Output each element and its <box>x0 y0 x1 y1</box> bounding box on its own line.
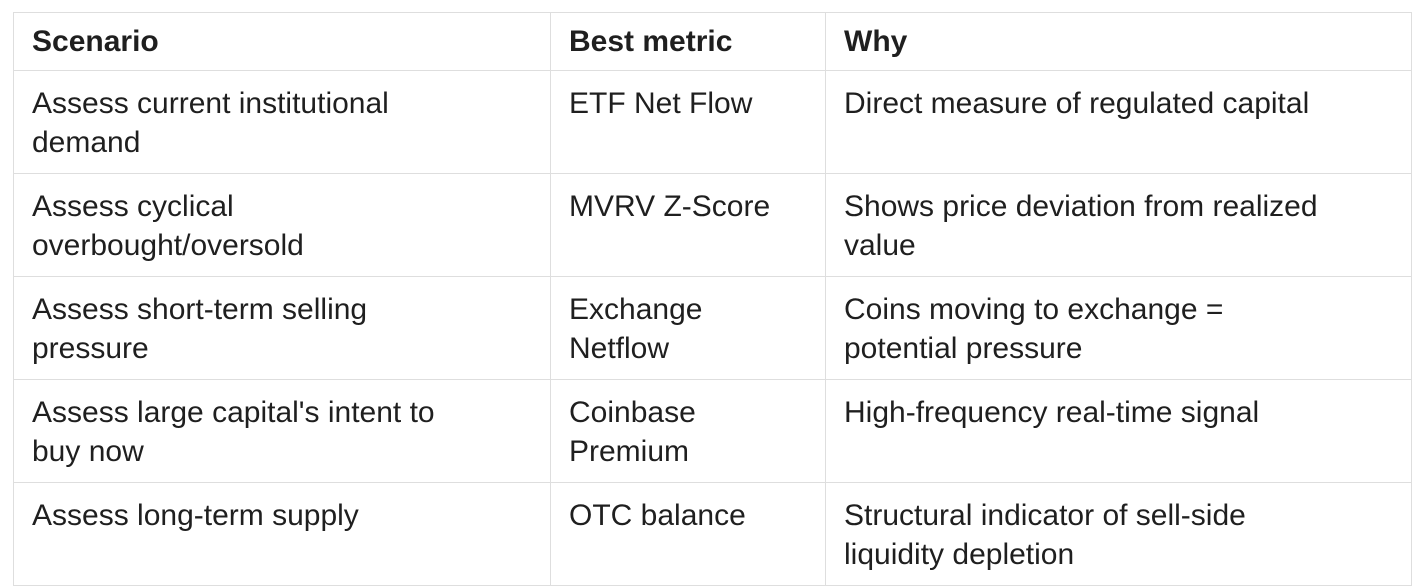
why-cell: Shows price deviation from realized valu… <box>825 173 1412 277</box>
column-header-label: Why <box>844 25 908 58</box>
table-row: Assess large capital's intent to buy now… <box>13 379 1412 483</box>
scenario-text: Assess large capital's intent to buy now <box>32 396 435 468</box>
why-cell: Direct measure of regulated capital <box>825 70 1412 174</box>
metric-text: MVRV Z-Score <box>569 190 771 223</box>
why-cell: High-frequency real-time signal <box>825 379 1412 483</box>
why-text: Direct measure of regulated capital <box>844 87 1310 120</box>
why-cell: Structural indicator of sell-side liquid… <box>825 482 1412 586</box>
scenario-text: Assess short-term selling pressure <box>32 293 368 365</box>
table-row: Assess current institutional demand ETF … <box>13 70 1412 174</box>
scenario-text: Assess current institutional demand <box>32 87 389 159</box>
table-body: Assess current institutional demand ETF … <box>13 70 1412 586</box>
scenario-cell: Assess short-term selling pressure <box>13 276 551 380</box>
scenario-cell: Assess cyclical overbought/oversold <box>13 173 551 277</box>
why-text: Shows price deviation from realized valu… <box>844 190 1318 262</box>
metrics-comparison-table: Scenario Best metric Why Assess current … <box>13 12 1412 586</box>
why-text: Structural indicator of sell-side liquid… <box>844 499 1246 571</box>
why-cell: Coins moving to exchange = potential pre… <box>825 276 1412 380</box>
metric-cell: Coinbase Premium <box>550 379 826 483</box>
scenario-text: Assess cyclical overbought/oversold <box>32 190 304 262</box>
table-header: Scenario Best metric Why <box>13 12 1412 71</box>
column-header-label: Best metric <box>569 25 733 58</box>
metric-cell: OTC balance <box>550 482 826 586</box>
table-row: Assess short-term selling pressure Excha… <box>13 276 1412 380</box>
column-header-why: Why <box>825 12 1412 71</box>
header-row: Scenario Best metric Why <box>13 12 1412 71</box>
scenario-cell: Assess long-term supply <box>13 482 551 586</box>
metric-text: ETF Net Flow <box>569 87 753 120</box>
why-text: Coins moving to exchange = potential pre… <box>844 293 1224 365</box>
column-header-label: Scenario <box>32 25 159 58</box>
metric-cell: Exchange Netflow <box>550 276 826 380</box>
metric-text: Exchange Netflow <box>569 293 703 365</box>
scenario-cell: Assess large capital's intent to buy now <box>13 379 551 483</box>
metric-cell: MVRV Z-Score <box>550 173 826 277</box>
metric-cell: ETF Net Flow <box>550 70 826 174</box>
column-header-best-metric: Best metric <box>550 12 826 71</box>
metric-text: Coinbase Premium <box>569 396 696 468</box>
column-header-scenario: Scenario <box>13 12 551 71</box>
scenario-cell: Assess current institutional demand <box>13 70 551 174</box>
table-row: Assess cyclical overbought/oversold MVRV… <box>13 173 1412 277</box>
table-row: Assess long-term supply OTC balance Stru… <box>13 482 1412 586</box>
scenario-text: Assess long-term supply <box>32 499 359 532</box>
why-text: High-frequency real-time signal <box>844 396 1260 429</box>
metric-text: OTC balance <box>569 499 746 532</box>
